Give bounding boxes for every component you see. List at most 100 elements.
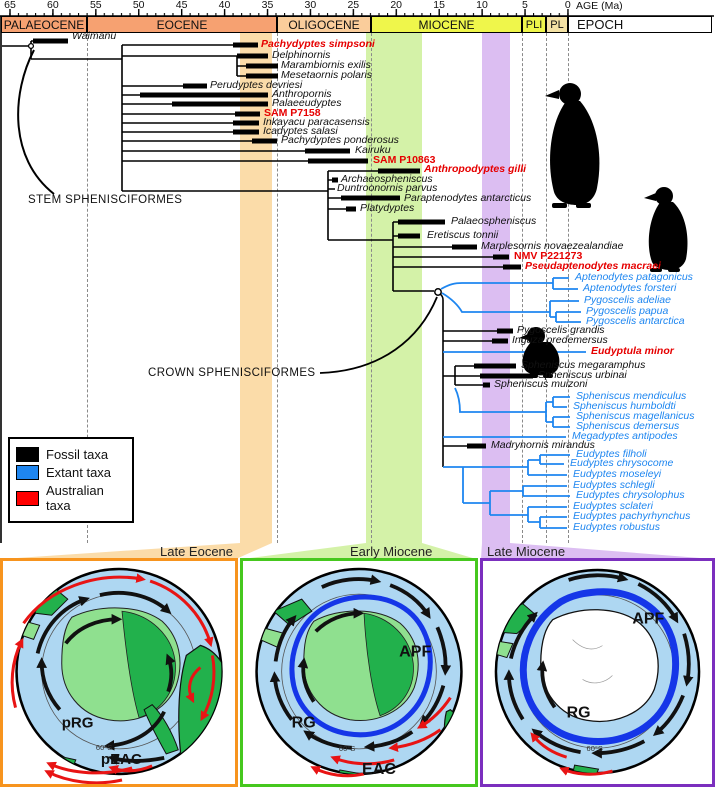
gridline-0ma [568,33,569,543]
south-america [178,644,222,774]
age-tick-label: 5 [521,0,528,11]
legend-label: Extant taxa [46,465,112,480]
taxon-label: Aptenodytes patagonicus [575,271,693,283]
zealandia [272,598,313,626]
penguin-silhouette-large [545,83,600,208]
legend-item-fossil: Fossil taxa [16,447,126,462]
taxon-label: Pachydyptes ponderosus [281,134,399,146]
age-tick-label: 10 [476,0,488,11]
taxon-label: Palaeeudyptes [272,97,342,109]
taxon-label: Spheniscus mendiculus [576,390,687,402]
legend-item-extant: Extant taxa [16,465,126,480]
panel-frame [0,15,714,543]
taxon-label: Marplesornis novaezealandiae [481,240,624,252]
band-late-eocene [240,33,272,543]
polar-front-ring [519,588,680,745]
gridline-23ma [371,33,372,543]
map-title-late-miocene: Late Miocene [487,544,566,559]
globe-early-miocene: APF RG EAC 60°S [255,567,463,778]
taxon-label: Delphinornis [272,49,331,61]
taxon-label: Pygoscelis antarctica [586,315,685,327]
age-tick-label: 35 [261,0,274,11]
taxon-label: SAM P7158 [264,107,321,119]
age-tick-label: 40 [218,0,231,11]
taxon-label: Perudyptes devriesi [210,79,303,91]
taxon-label: Pygoscelis papua [586,305,669,317]
taxon-label: Kairuku [355,144,391,156]
taxon-label: Eudyptes schlegli [573,479,655,491]
latitude-label: 60°S [587,744,603,753]
map-panel-early-miocene: APF RG EAC 60°S [240,558,478,787]
taxon-label: Anthropodyptes gilli [424,163,527,175]
current-arrows [530,732,613,776]
taxon-label: Inguza predemersus [512,334,608,346]
current-label: pEAC [101,751,142,768]
taxon-label: Eretiscus tonnii [427,229,499,241]
taxon-label: Megadyptes antipodes [572,430,678,442]
taxon-label: Eudyptes sclateri [573,500,653,512]
band-funnels [2,543,713,559]
latitude-label: 60°S [339,744,355,753]
age-tick-label: 30 [304,0,317,11]
tree-branches [2,40,503,467]
root-node [27,42,35,50]
front-label: APF [632,611,664,628]
taxon-label: Spheniscus urbinai [538,369,627,381]
gridline-2.6ma [546,33,547,543]
taxon-label: Mesetaornis polaris [281,69,373,81]
gyre-label: RG [567,704,591,721]
taxon-label: Platydyptes [360,202,415,214]
epoch-cell-miocene: MIOCENE [371,16,522,33]
south-america [443,708,462,774]
taxon-label: Pseudaptenodytes macraei [525,260,661,272]
landmasses [495,603,700,774]
australian-swatch [16,490,39,506]
age-tick-label: 20 [390,0,403,11]
crown-clade-label: CROWN SPHENISCIFORMES [148,367,316,379]
age-tick-label: 65 [4,0,16,11]
taxon-label: Eudyptes pachyrhynchus [573,510,691,522]
taxon-label: Madrynornis mirandus [491,439,595,451]
band-early-miocene [366,33,422,543]
age-tick-label: 15 [433,0,445,11]
taxon-label: Aptenodytes forsteri [583,282,677,294]
gyre-label: pRG [62,715,94,732]
current-label: EAC [362,760,396,778]
age-tick-label: 60 [47,0,59,11]
taxon-label: Pygoscelis grandis [517,324,605,336]
band-late-miocene [482,33,510,543]
penguin-silhouette-medium [644,187,688,272]
front-label: APF [399,642,431,660]
taxon-label: Eudyptes robustus [573,521,660,533]
gridline-34ma [277,33,278,543]
taxon-label: Eudyptes filholi [576,448,647,460]
taxon-label: Marambiornis exilis [281,59,371,71]
map-title-early-miocene: Early Miocene [350,544,433,559]
taxon-label: Palaeospheniscus [451,215,537,227]
gyre-label: RG [292,714,316,732]
penguin-silhouette-chick [519,327,560,378]
gridline-56ma [87,33,88,543]
taxon-label: Eudyptes moseleyi [573,468,662,480]
map-title-late-eocene: Late Eocene [160,544,234,559]
taxon-label: Icadyptes salasi [263,125,338,137]
range-bars [33,38,533,449]
major-ticks [9,9,570,16]
current-arrows [10,573,216,785]
taxon-label: Inkayacu paracasensis [263,116,370,128]
gridline-5ma [522,33,523,543]
taxon-label: Archaeospheniscus [341,173,433,185]
taxon-label: Eudyptes chrysolophus [576,489,685,501]
taxon-label: SAM P10863 [373,154,436,166]
polar-front-ring [289,594,433,738]
taxon-label: Duntroonornis parvus [337,182,438,194]
taxon-label: Pygoscelis adeliae [584,294,671,306]
taxon-label: NMV P221273 [514,250,583,262]
epoch-column-header: EPOCH [568,16,712,33]
epoch-cell-pleistocene: PL [546,16,568,33]
fossil-swatch [16,447,39,462]
age-axis-title: AGE (Ma) [576,0,623,12]
epoch-cell-palaeocene: PALAEOCENE [1,16,87,33]
map-panel-late-miocene: APF RG 60°S [480,558,715,787]
